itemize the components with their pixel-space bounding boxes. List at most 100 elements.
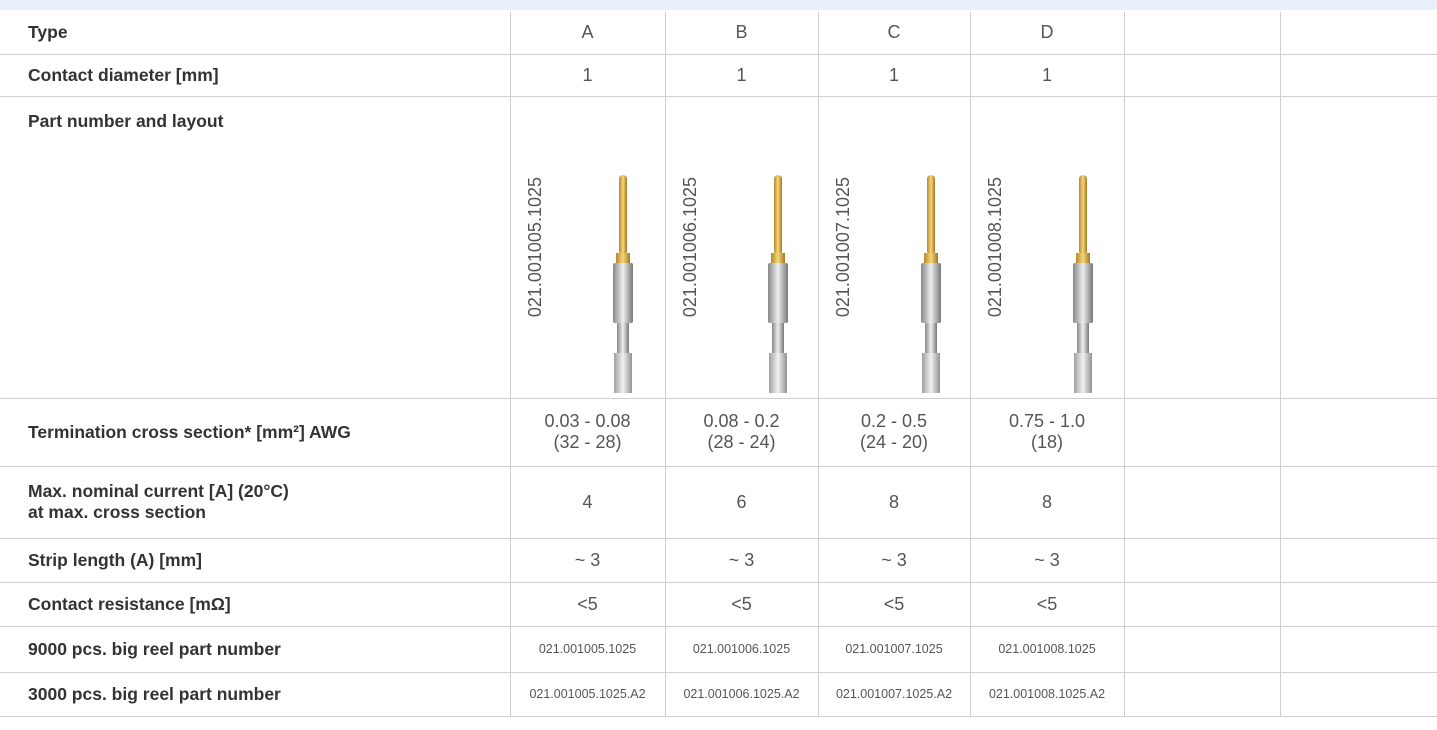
value-cell: 021.001005.1025 [510, 626, 666, 673]
value-cell: C [818, 12, 971, 55]
part-number: 021.001008.1025 [984, 177, 1005, 318]
row-label: Part number and layout [0, 96, 511, 399]
value-cell: 021.001007.1025.A2 [818, 672, 971, 717]
value-cell: ~ 3 [510, 538, 666, 583]
row-label: Type [0, 12, 511, 55]
pin-wrap [1063, 175, 1103, 400]
value-cell: A [510, 12, 666, 55]
contact-image [1072, 175, 1093, 393]
empty-cell [1280, 582, 1437, 627]
spec-table: Type A B C D Contact diameter [mm] 1 1 1 1 Part nu… [0, 12, 1437, 717]
row-label: Max. nominal current [A] (20°C) at max. c… [0, 466, 511, 539]
row-label: Strip length (A) [mm] [0, 538, 511, 583]
empty-cell [1124, 96, 1281, 399]
value-cell: 021.001007.1025 [818, 626, 971, 673]
empty-cell [1280, 538, 1437, 583]
table-row: 3000 pcs. big reel part number 021.001005… [0, 672, 1437, 717]
label-line: Max. nominal current [A] (20°C) [28, 481, 289, 501]
value-cell: 021.001005.1025 [510, 96, 666, 399]
value-cell: ~ 3 [818, 538, 971, 583]
value-cell: 021.001007.1025 [818, 96, 971, 399]
value-line: 0.2 - 0.5 [860, 411, 928, 431]
part-layout: 021.001005.1025 [511, 97, 665, 397]
value-cell: 8 [970, 466, 1125, 539]
empty-cell [1280, 398, 1437, 467]
value-line: (32 - 28) [553, 432, 622, 452]
value-cell: 021.001006.1025.A2 [665, 672, 819, 717]
contact-image [612, 175, 633, 393]
empty-cell [1280, 672, 1437, 717]
value-cell: 021.001008.1025 [970, 96, 1125, 399]
value-cell: <5 [818, 582, 971, 627]
empty-cell [1124, 54, 1281, 97]
value-cell: 0.08 - 0.2 (28 - 24) [665, 398, 819, 467]
pin-wrap [911, 175, 951, 400]
row-label: Contact diameter [mm] [0, 54, 511, 97]
part-layout: 021.001007.1025 [819, 97, 970, 397]
top-bar [0, 0, 1437, 10]
value-cell: <5 [970, 582, 1125, 627]
value-line: (24 - 20) [859, 432, 929, 452]
row-label: Contact resistance [mΩ] [0, 582, 511, 627]
contact-image [920, 175, 941, 393]
row-label: 3000 pcs. big reel part number [0, 672, 511, 717]
empty-cell [1280, 96, 1437, 399]
table-row: Part number and layout 021.001005.1025 021… [0, 96, 1437, 399]
value-cell: 1 [665, 54, 819, 97]
table-row: Type A B C D [0, 12, 1437, 55]
value-cell: <5 [665, 582, 819, 627]
part-layout: 021.001008.1025 [971, 97, 1124, 397]
value-cell: 021.001005.1025.A2 [510, 672, 666, 717]
row-label: 9000 pcs. big reel part number [0, 626, 511, 673]
value-cell: 021.001008.1025.A2 [970, 672, 1125, 717]
value-cell: 1 [818, 54, 971, 97]
table-row: Contact diameter [mm] 1 1 1 1 [0, 54, 1437, 97]
value-line: 0.03 - 0.08 [544, 411, 631, 431]
value-cell: 1 [510, 54, 666, 97]
empty-cell [1124, 12, 1281, 55]
value-cell: B [665, 12, 819, 55]
value-cell: ~ 3 [665, 538, 819, 583]
contact-image [767, 175, 788, 393]
value-line: 0.75 - 1.0 [1008, 411, 1086, 431]
value-cell: 021.001006.1025 [665, 96, 819, 399]
empty-cell [1280, 466, 1437, 539]
value-cell: 6 [665, 466, 819, 539]
value-cell: 8 [818, 466, 971, 539]
empty-cell [1280, 12, 1437, 55]
pin-wrap [603, 175, 643, 400]
value-line: 0.08 - 0.2 [703, 411, 780, 431]
value-cell: 0.03 - 0.08 (32 - 28) [510, 398, 666, 467]
value-cell: 0.75 - 1.0 (18) [970, 398, 1125, 467]
table-row: Contact resistance [mΩ] <5 <5 <5 <5 [0, 582, 1437, 627]
empty-cell [1280, 54, 1437, 97]
empty-cell [1124, 626, 1281, 673]
value-cell: 021.001008.1025 [970, 626, 1125, 673]
table-row: 9000 pcs. big reel part number 021.001005… [0, 626, 1437, 673]
table-row: Termination cross section* [mm²] AWG 0.03… [0, 398, 1437, 467]
part-number: 021.001007.1025 [832, 177, 853, 318]
part-number: 021.001005.1025 [524, 177, 545, 318]
part-layout: 021.001006.1025 [666, 97, 818, 397]
value-cell: 021.001006.1025 [665, 626, 819, 673]
empty-cell [1124, 398, 1281, 467]
empty-cell [1124, 538, 1281, 583]
value-cell: 4 [510, 466, 666, 539]
table-row: Strip length (A) [mm] ~ 3 ~ 3 ~ 3 ~ 3 [0, 538, 1437, 583]
pin-wrap [758, 175, 798, 400]
empty-cell [1280, 626, 1437, 673]
label-line: at max. cross section [28, 502, 206, 522]
value-cell: D [970, 12, 1125, 55]
row-label: Termination cross section* [mm²] AWG [0, 398, 511, 467]
table-row: Max. nominal current [A] (20°C) at max. c… [0, 466, 1437, 539]
value-line: (18) [1030, 432, 1063, 452]
value-cell: 1 [970, 54, 1125, 97]
part-number: 021.001006.1025 [679, 177, 700, 318]
value-cell: ~ 3 [970, 538, 1125, 583]
empty-cell [1124, 466, 1281, 539]
value-line: (28 - 24) [707, 432, 776, 452]
value-cell: 0.2 - 0.5 (24 - 20) [818, 398, 971, 467]
empty-cell [1124, 582, 1281, 627]
value-cell: <5 [510, 582, 666, 627]
